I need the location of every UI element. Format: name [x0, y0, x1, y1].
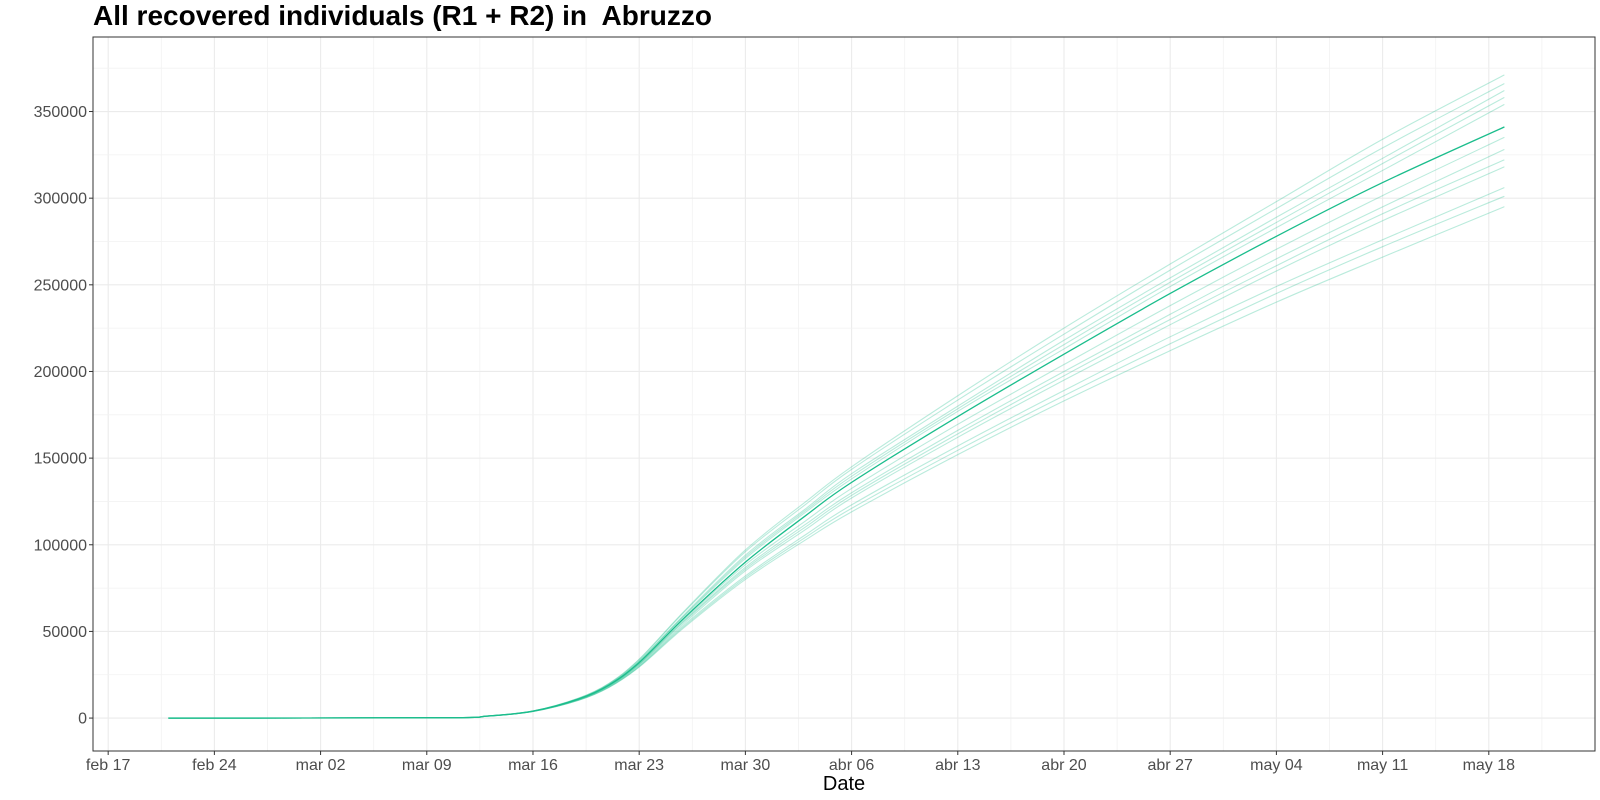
x-tick-label: may 18	[1463, 757, 1516, 774]
series-line-sample	[168, 206, 1505, 719]
x-tick-label: abr 13	[935, 757, 980, 774]
x-tick-label: feb 17	[86, 757, 131, 774]
x-tick-label: mar 23	[614, 757, 664, 774]
series-line-main	[168, 126, 1505, 719]
series-line-sample	[168, 159, 1505, 719]
x-tick-label: feb 24	[192, 757, 237, 774]
y-tick-label: 350000	[34, 104, 87, 121]
x-tick-label: may 04	[1250, 757, 1303, 774]
y-tick-label: 250000	[34, 277, 87, 294]
x-tick-label: mar 02	[296, 757, 346, 774]
series-line-sample	[168, 104, 1505, 719]
y-tick-label: 0	[78, 711, 87, 728]
x-tick-label: abr 27	[1148, 757, 1193, 774]
y-tick-label: 200000	[34, 364, 87, 381]
y-tick-label: 300000	[34, 191, 87, 208]
x-tick-label: may 11	[1357, 757, 1408, 774]
series-line-sample	[168, 74, 1505, 719]
y-tick-label: 100000	[34, 537, 87, 554]
series-line-sample	[168, 166, 1505, 719]
series-layer	[168, 74, 1505, 719]
x-tick-label: abr 20	[1041, 757, 1086, 774]
series-line-sample	[168, 83, 1505, 719]
grid-layer	[93, 37, 1595, 751]
plot-border	[92, 36, 1596, 752]
x-tick-label: abr 06	[829, 757, 874, 774]
x-tick-label: mar 30	[720, 757, 770, 774]
series-line-sample	[168, 97, 1505, 719]
x-axis: feb 17 feb 24 mar 02 mar 09 mar 16 mar 23 mar …	[86, 751, 1515, 774]
x-axis-title: Date	[823, 773, 865, 795]
series-line-sample	[168, 187, 1505, 719]
y-tick-label: 150000	[34, 451, 87, 468]
y-axis: 0 50000 100000 150000 200000 250000 300000 3500…	[34, 104, 93, 728]
x-tick-label: mar 16	[508, 757, 558, 774]
x-tick-label: mar 09	[402, 757, 452, 774]
chart-title: All recovered individuals (R1 + R2) in A…	[93, 0, 712, 31]
y-tick-label: 50000	[43, 624, 88, 641]
